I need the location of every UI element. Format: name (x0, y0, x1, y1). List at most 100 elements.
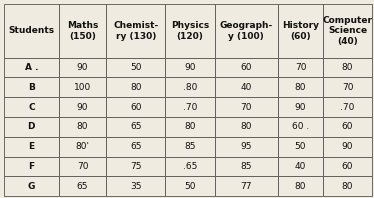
Text: F: F (28, 162, 34, 171)
Text: .70: .70 (340, 103, 355, 112)
Polygon shape (278, 176, 323, 196)
Text: 60 .: 60 . (292, 122, 309, 131)
Text: 60: 60 (130, 103, 141, 112)
Polygon shape (59, 156, 106, 176)
Polygon shape (323, 4, 372, 58)
Text: 80: 80 (184, 122, 196, 131)
Text: 90: 90 (184, 63, 196, 72)
Polygon shape (4, 156, 59, 176)
Text: Chemist-
ry (130): Chemist- ry (130) (113, 21, 158, 41)
Polygon shape (4, 97, 59, 117)
Text: 90: 90 (77, 103, 88, 112)
Text: E: E (28, 142, 34, 151)
Text: 35: 35 (130, 182, 141, 191)
Text: 80: 80 (130, 83, 141, 92)
Text: 40: 40 (240, 83, 252, 92)
Polygon shape (165, 77, 215, 97)
Text: 77: 77 (240, 182, 252, 191)
Polygon shape (278, 97, 323, 117)
Text: Students: Students (8, 26, 55, 35)
Polygon shape (215, 117, 278, 137)
Text: 80: 80 (240, 122, 252, 131)
Text: D: D (28, 122, 35, 131)
Text: .65: .65 (183, 162, 197, 171)
Polygon shape (323, 137, 372, 156)
Polygon shape (165, 117, 215, 137)
Text: 65: 65 (77, 182, 88, 191)
Text: 70: 70 (77, 162, 88, 171)
Polygon shape (106, 117, 165, 137)
Text: Physics
(120): Physics (120) (171, 21, 209, 41)
Text: C: C (28, 103, 35, 112)
Polygon shape (106, 156, 165, 176)
Text: 90: 90 (77, 63, 88, 72)
Text: B: B (28, 83, 35, 92)
Text: 75: 75 (130, 162, 141, 171)
Polygon shape (106, 4, 165, 58)
Text: 40: 40 (295, 162, 306, 171)
Polygon shape (215, 156, 278, 176)
Text: Geograph-
y (100): Geograph- y (100) (220, 21, 273, 41)
Text: 95: 95 (240, 142, 252, 151)
Text: History
(60): History (60) (282, 21, 319, 41)
Text: 65: 65 (130, 122, 141, 131)
Text: 70: 70 (342, 83, 353, 92)
Polygon shape (59, 58, 106, 77)
Polygon shape (106, 176, 165, 196)
Polygon shape (59, 176, 106, 196)
Polygon shape (215, 77, 278, 97)
Polygon shape (59, 77, 106, 97)
Text: 50: 50 (184, 182, 196, 191)
Polygon shape (106, 137, 165, 156)
Polygon shape (323, 117, 372, 137)
Text: 100: 100 (74, 83, 91, 92)
Polygon shape (165, 137, 215, 156)
Text: 70: 70 (240, 103, 252, 112)
Text: 50: 50 (295, 142, 306, 151)
Polygon shape (323, 77, 372, 97)
Polygon shape (59, 117, 106, 137)
Polygon shape (4, 4, 59, 58)
Text: Maths
(150): Maths (150) (67, 21, 98, 41)
Text: 65: 65 (130, 142, 141, 151)
Polygon shape (4, 137, 59, 156)
Text: 80: 80 (342, 63, 353, 72)
Polygon shape (165, 58, 215, 77)
Text: 60: 60 (342, 122, 353, 131)
Polygon shape (323, 97, 372, 117)
Polygon shape (165, 97, 215, 117)
Polygon shape (323, 58, 372, 77)
Text: 90: 90 (342, 142, 353, 151)
Text: 60: 60 (342, 162, 353, 171)
Polygon shape (323, 156, 372, 176)
Polygon shape (215, 97, 278, 117)
Text: 80: 80 (342, 182, 353, 191)
Polygon shape (59, 137, 106, 156)
Text: 85: 85 (184, 142, 196, 151)
Text: 80: 80 (295, 83, 306, 92)
Text: 80: 80 (77, 122, 88, 131)
Polygon shape (215, 58, 278, 77)
Polygon shape (278, 58, 323, 77)
Polygon shape (278, 77, 323, 97)
Polygon shape (59, 97, 106, 117)
Polygon shape (278, 4, 323, 58)
Polygon shape (59, 4, 106, 58)
Polygon shape (323, 176, 372, 196)
Polygon shape (165, 176, 215, 196)
Polygon shape (278, 137, 323, 156)
Polygon shape (106, 77, 165, 97)
Text: .80: .80 (183, 83, 197, 92)
Polygon shape (106, 58, 165, 77)
Text: G: G (28, 182, 35, 191)
Text: Computer
Science
(40): Computer Science (40) (322, 16, 373, 46)
Polygon shape (278, 117, 323, 137)
Polygon shape (215, 4, 278, 58)
Text: A .: A . (25, 63, 38, 72)
Text: 85: 85 (240, 162, 252, 171)
Text: .70: .70 (183, 103, 197, 112)
Polygon shape (106, 97, 165, 117)
Text: 60: 60 (240, 63, 252, 72)
Polygon shape (4, 176, 59, 196)
Polygon shape (4, 77, 59, 97)
